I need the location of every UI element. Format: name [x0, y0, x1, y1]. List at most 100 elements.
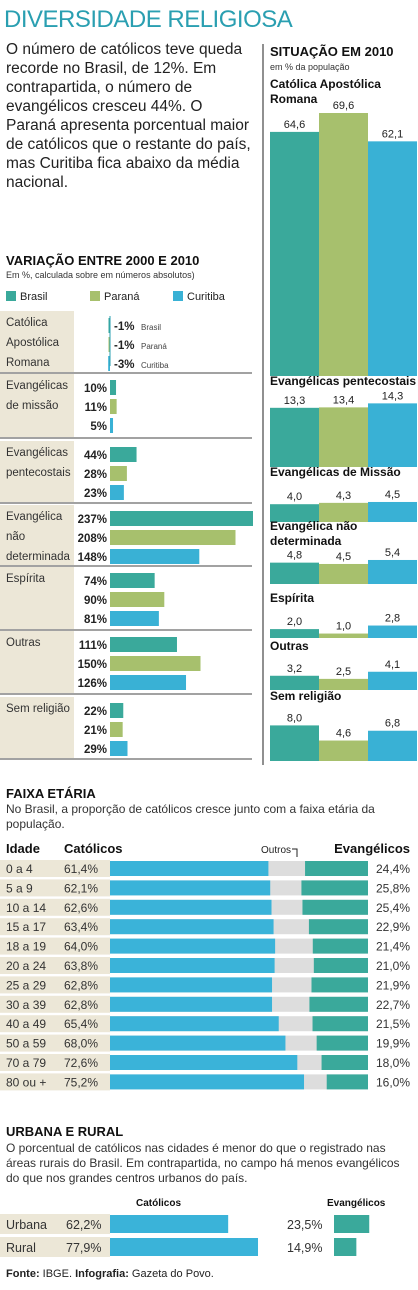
situacao-group-label: Romana	[270, 92, 318, 106]
faixa-row-bg	[0, 937, 110, 955]
faixa-row-bg	[0, 1034, 110, 1052]
variacao-bar	[108, 318, 110, 333]
variacao-category-bg	[0, 374, 74, 437]
situacao-value-label: 2,8	[385, 613, 400, 625]
situacao-bar	[368, 141, 417, 376]
situacao-value-label: 14,3	[382, 390, 403, 402]
faixa-col-evangelicos: Evangélicos	[334, 841, 410, 856]
faixa-age-label: 80 ou +	[6, 1075, 46, 1089]
situacao-value-label: 2,0	[287, 616, 302, 628]
urbana-row-bg	[0, 1214, 110, 1234]
variacao-value-label: -3%	[114, 359, 134, 371]
variacao-value-label: 150%	[78, 659, 107, 671]
faixa-evangelicos-label: 18,0%	[376, 1056, 410, 1070]
situacao-value-label: 4,6	[336, 728, 351, 740]
variacao-bar	[110, 703, 124, 718]
variacao-bar	[110, 549, 200, 564]
variacao-value-label: 90%	[84, 595, 107, 607]
situacao-bar	[319, 563, 368, 584]
variacao-bar	[110, 399, 117, 414]
urbana-desc: O porcentual de católicos nas cidades é …	[6, 1141, 400, 1185]
faixa-desc: No Brasil, a proporção de católicos cres…	[6, 802, 375, 831]
variacao-category-bg	[0, 697, 74, 758]
variacao-value-label: 237%	[78, 514, 107, 526]
faixa-catolicos-label: 61,4%	[64, 862, 98, 876]
faixa-age-label: 30 a 39	[6, 998, 46, 1012]
urbana-category-label: Urbana	[6, 1218, 47, 1232]
faixa-catolicos-bar	[110, 1035, 286, 1051]
variacao-value-label: 28%	[84, 469, 107, 481]
variacao-bar	[110, 485, 124, 500]
faixa-evangelicos-label: 21,0%	[376, 959, 410, 973]
variacao-bar	[110, 466, 127, 481]
faixa-catolicos-bar	[110, 899, 272, 915]
urbana-evangelicos-bar	[334, 1238, 357, 1256]
source-line: Fonte: IBGE. Infografia: Gazeta do Povo.	[6, 1268, 214, 1280]
legend-label: Brasil	[20, 291, 48, 303]
faixa-catolicos-bar	[110, 880, 271, 896]
faixa-catolicos-bar	[110, 996, 273, 1012]
source-label: Fonte:	[6, 1268, 40, 1280]
situacao-value-label: 8,0	[287, 712, 302, 724]
variacao-value-label: 22%	[84, 706, 107, 718]
variacao-value-label: 126%	[78, 678, 107, 690]
situacao-bar	[368, 403, 417, 467]
faixa-age-label: 15 a 17	[6, 920, 46, 934]
situacao-subtitle: em % da população	[270, 62, 350, 72]
source-text: IBGE.	[39, 1268, 76, 1280]
faixa-evangelicos-bar	[312, 938, 368, 954]
variacao-value-label: 11%	[85, 402, 107, 414]
situacao-value-label: 4,5	[385, 489, 400, 501]
faixa-evangelicos-label: 22,7%	[376, 998, 410, 1012]
situacao-group-label: Outras	[270, 639, 309, 653]
legend-label: Paraná	[104, 291, 140, 303]
faixa-evangelicos-bar	[313, 958, 368, 973]
variacao-series-suffix: Paraná	[141, 342, 167, 351]
situacao-value-label: 3,2	[287, 663, 302, 675]
infografia-text: Gazeta do Povo.	[128, 1268, 214, 1280]
faixa-evangelicos-bar	[326, 1074, 368, 1090]
situacao-group-label: Espírita	[270, 591, 314, 605]
faixa-row-bg	[0, 1015, 110, 1033]
situacao-bar	[270, 407, 319, 467]
variacao-value-label: 21%	[84, 725, 107, 737]
faixa-catolicos-bar	[110, 977, 273, 993]
variacao-category-label: Católica	[6, 317, 48, 329]
faixa-catolicos-bar	[110, 1074, 305, 1090]
faixa-evangelicos-bar	[312, 1016, 368, 1032]
situacao-bar	[270, 629, 319, 638]
variacao-series-suffix: Curitiba	[141, 361, 169, 370]
urbana-catolicos-bar	[110, 1238, 259, 1256]
faixa-title: FAIXA ETÁRIA	[6, 786, 96, 801]
variacao-category-label: Evangélicas	[6, 447, 68, 459]
situacao-value-label: 64,6	[284, 119, 305, 131]
situacao-value-label: 4,8	[287, 550, 302, 562]
situacao-group-label: Sem religião	[270, 689, 341, 703]
variacao-subtitle: Em %, calculada sobre em números absolut…	[6, 270, 195, 280]
faixa-evangelicos-bar	[309, 996, 368, 1012]
situacao-value-label: 4,0	[287, 491, 302, 503]
urbana-category-label: Rural	[6, 1241, 36, 1255]
variacao-category-bg	[0, 441, 74, 502]
variacao-bar	[110, 530, 236, 545]
variacao-bar	[108, 356, 110, 371]
situacao-title: SITUAÇÃO EM 2010	[270, 44, 394, 59]
faixa-age-label: 25 a 29	[6, 978, 46, 992]
situacao-bar	[368, 625, 417, 638]
faixa-evangelicos-bar	[301, 880, 368, 896]
faixa-evangelicos-label: 19,9%	[376, 1037, 410, 1051]
variacao-bar	[110, 637, 177, 652]
intro-text: O número de católicos teve queda recorde…	[6, 41, 251, 191]
situacao-bar	[270, 562, 319, 584]
faixa-catolicos-bar	[110, 919, 274, 935]
legend-swatch	[6, 291, 16, 301]
urbana-catolicos-label: 77,9%	[66, 1241, 101, 1255]
variacao-category-label: não	[6, 531, 25, 543]
faixa-catolicos-bar	[110, 1055, 298, 1070]
faixa-evangelicos-label: 25,8%	[376, 881, 410, 895]
variacao-category-label: Evangélica	[6, 511, 63, 523]
situacao-group-label: Evangélicas pentecostais	[270, 374, 416, 388]
faixa-col-outros: Outros	[261, 845, 291, 856]
variacao-title: VARIAÇÃO ENTRE 2000 E 2010	[6, 253, 200, 268]
